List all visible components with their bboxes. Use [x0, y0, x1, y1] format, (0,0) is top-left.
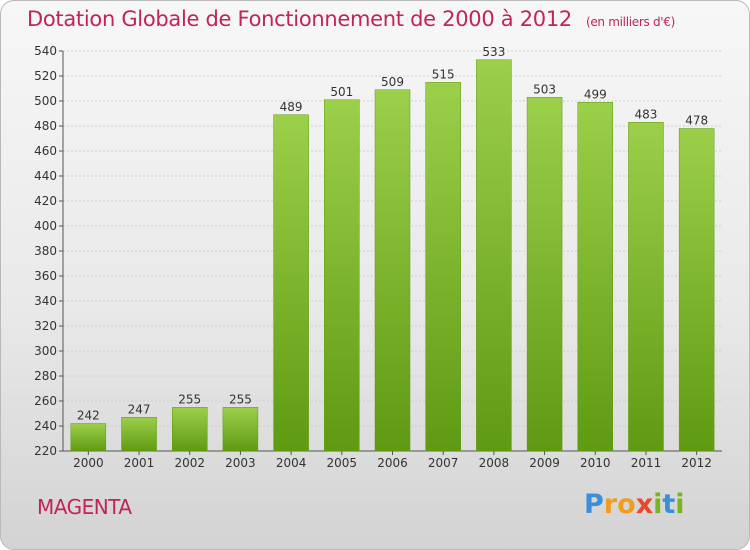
- data-label-2010: 499: [584, 87, 607, 101]
- data-label-2003: 255: [229, 392, 252, 406]
- y-tick-label: 500: [34, 94, 57, 108]
- y-tick-label: 220: [34, 444, 57, 458]
- x-tick-label-2000: 2000: [73, 456, 104, 470]
- bar-2007: [425, 82, 461, 452]
- x-tick-label-2007: 2007: [428, 456, 459, 470]
- x-tick-label-2002: 2002: [174, 456, 205, 470]
- x-tick-label-2006: 2006: [377, 456, 408, 470]
- data-label-2009: 503: [533, 82, 556, 96]
- data-labels: 242 247 255 255 489 501 509 515 533 503 499 483 478: [77, 45, 708, 423]
- unit-note: (en milliers d'€): [585, 15, 675, 29]
- commune-name: MAGENTA: [37, 495, 132, 519]
- bar-2012: [678, 128, 715, 452]
- x-tick-label-2012: 2012: [681, 456, 712, 470]
- x-tick-label-2009: 2009: [529, 456, 560, 470]
- data-label-2006: 509: [381, 75, 404, 89]
- y-tick-label: 460: [34, 144, 57, 158]
- x-tick-label-2005: 2005: [327, 456, 358, 470]
- bar-2009: [526, 97, 563, 452]
- y-tick-label: 420: [34, 194, 57, 208]
- bar-2008: [476, 59, 512, 452]
- x-tick-label-2003: 2003: [225, 456, 256, 470]
- bar-2000: [70, 423, 107, 452]
- bar-2010: [577, 102, 614, 452]
- bar-2001: [121, 417, 157, 452]
- proxiti-logo[interactable]: Proxiti: [584, 489, 685, 520]
- data-label-2012: 478: [685, 114, 708, 128]
- chart-title: Dotation Globale de Fonctionnement de 20…: [27, 7, 675, 31]
- y-tick-label: 480: [34, 119, 57, 133]
- bars: [70, 59, 715, 452]
- y-tick-label: 260: [34, 394, 57, 408]
- y-tick-label: 440: [34, 169, 57, 183]
- y-tick-label: 240: [34, 419, 57, 433]
- bar-2004: [273, 114, 309, 452]
- y-tick-label: 280: [34, 369, 57, 383]
- data-label-2007: 515: [432, 67, 455, 81]
- y-tick-label: 520: [34, 69, 57, 83]
- data-label-2005: 501: [330, 85, 353, 99]
- data-label-2002: 255: [178, 392, 201, 406]
- bar-2002: [171, 407, 208, 452]
- x-tick-label-2011: 2011: [631, 456, 662, 470]
- y-tick-label: 320: [34, 319, 57, 333]
- logo-letter: x: [635, 489, 654, 520]
- logo-letter: i: [653, 489, 663, 520]
- data-label-2001: 247: [128, 402, 151, 416]
- y-tick-label: 360: [34, 269, 57, 283]
- x-tick-label-2004: 2004: [276, 456, 307, 470]
- data-label-2011: 483: [635, 107, 658, 121]
- data-label-2004: 489: [280, 100, 303, 114]
- logo-letter: t: [662, 489, 676, 520]
- logo-letter: P: [584, 489, 604, 520]
- y-tick-label: 340: [34, 294, 57, 308]
- bar-2006: [374, 89, 411, 452]
- logo-letter: r: [603, 489, 618, 520]
- data-label-2008: 533: [482, 45, 505, 59]
- bar-2003: [222, 407, 259, 452]
- y-tick-label: 540: [34, 44, 57, 58]
- y-tick-label: 380: [34, 244, 57, 258]
- data-label-2000: 242: [77, 409, 100, 423]
- logo-letter: i: [675, 489, 685, 520]
- x-tick-label-2001: 2001: [124, 456, 155, 470]
- x-tick-label-2010: 2010: [580, 456, 611, 470]
- y-tick-label: 300: [34, 344, 57, 358]
- title-text: Dotation Globale de Fonctionnement de 20…: [27, 7, 572, 31]
- x-tick-label-2008: 2008: [479, 456, 510, 470]
- y-tick-label: 400: [34, 219, 57, 233]
- logo-letter: o: [617, 489, 636, 520]
- bar-2011: [628, 122, 664, 452]
- bar-2005: [324, 99, 360, 452]
